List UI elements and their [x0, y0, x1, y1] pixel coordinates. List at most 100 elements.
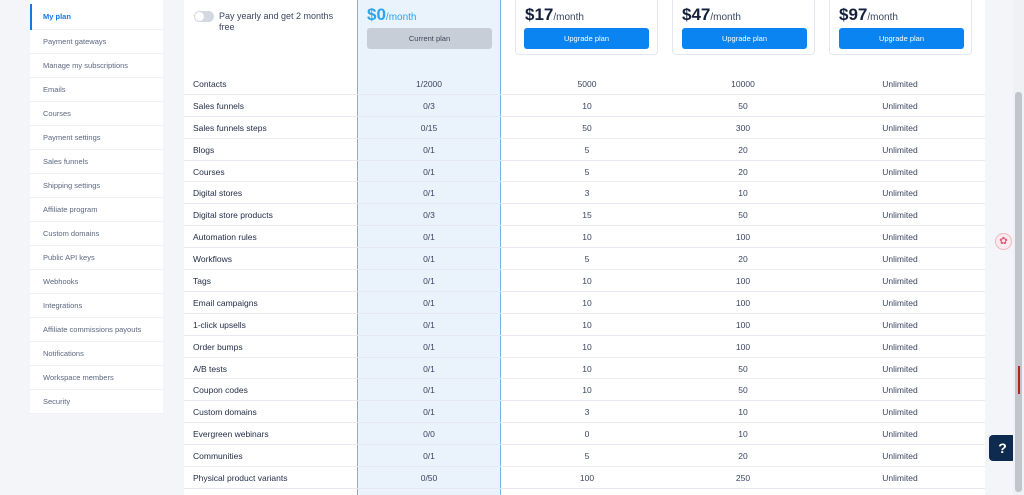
plan-17-value: 5 [584, 144, 590, 155]
upgrade-plan-button[interactable]: Upgrade plan [839, 28, 964, 49]
free-plan-value: 0/1 [423, 297, 435, 308]
plan-47-value: 50 [738, 363, 748, 374]
sidebar-item-sales-funnels[interactable]: Sales funnels [30, 150, 163, 174]
sidebar-item-payment-settings[interactable]: Payment settings [30, 126, 163, 150]
table-row: Tags 0/1 10 100 Unlimited [184, 270, 985, 292]
plan-47-value: 10000 [731, 79, 755, 89]
sidebar-item-notifications[interactable]: Notifications [30, 342, 163, 366]
plan-47-value: 50 [738, 210, 748, 221]
plan-47-value: 10 [738, 429, 748, 440]
free-plan-value: 0/1 [423, 254, 435, 265]
feature-name: Tags [193, 276, 211, 287]
plan-97-value: Unlimited [882, 407, 918, 418]
plan-97-value: Unlimited [882, 451, 918, 462]
plan-97-value: Unlimited [882, 319, 918, 330]
plan-price-period: /month [385, 12, 417, 23]
flower-icon[interactable]: ✿ [995, 233, 1012, 250]
table-row: Email campaigns 0/1 10 100 Unlimited [184, 292, 985, 314]
table-row: A/B tests 0/1 10 50 Unlimited [184, 358, 985, 380]
scrollbar-thumb[interactable] [1015, 92, 1022, 492]
sidebar-item-affiliate-payouts[interactable]: Affiliate commissions payouts [30, 318, 163, 342]
sidebar-item-custom-domains[interactable]: Custom domains [30, 222, 163, 246]
sidebar-item-integrations[interactable]: Integrations [30, 294, 163, 318]
free-plan-value: 0/3 [423, 100, 435, 111]
feature-name: Workflows [193, 254, 233, 265]
plan-47-value: 10 [738, 407, 748, 418]
sidebar-item-courses[interactable]: Courses [30, 102, 163, 126]
free-plan-value: 0/15 [420, 122, 438, 133]
settings-sidebar: My plan Payment gateways Manage my subsc… [30, 0, 163, 414]
current-plan-button[interactable]: Current plan [367, 28, 492, 49]
table-row: Sales funnels 0/3 10 50 Unlimited [184, 95, 985, 117]
yearly-billing-label: Pay yearly and get 2 months free [219, 11, 334, 32]
plan-97-value: Unlimited [882, 100, 918, 111]
feature-name: Physical product variants [193, 473, 288, 484]
sidebar-item-payment-gateways[interactable]: Payment gateways [30, 30, 163, 54]
plan-17-value: 10 [582, 341, 592, 352]
plan-17-value: 50 [582, 122, 592, 133]
sidebar-item-my-plan[interactable]: My plan [30, 0, 163, 30]
plan-97-value: Unlimited [882, 210, 918, 221]
sidebar-item-shipping-settings[interactable]: Shipping settings [30, 174, 163, 198]
free-plan-value: 0/3 [423, 210, 435, 221]
plan-price-amount: $47 [682, 5, 711, 24]
plan-97-value: Unlimited [882, 188, 918, 199]
feature-name: Courses [193, 166, 225, 177]
help-button[interactable]: ? [989, 435, 1016, 461]
free-plan-value: 0/1 [423, 451, 435, 462]
plan-47-value: 100 [735, 319, 751, 330]
plan-97-value: Unlimited [882, 122, 918, 133]
plan-47-value: 50 [738, 385, 748, 396]
sidebar-item-manage-subscriptions[interactable]: Manage my subscriptions [30, 54, 163, 78]
free-plan-value: 0/1 [423, 144, 435, 155]
feature-name: Blogs [193, 144, 215, 155]
table-row: Communities 0/1 5 20 Unlimited [184, 445, 985, 468]
plan-price: $17/month [525, 5, 584, 25]
plan-17-value: 10 [582, 100, 592, 111]
free-plan-value: 0/1 [423, 363, 435, 374]
upgrade-plan-button[interactable]: Upgrade plan [682, 28, 807, 49]
plan-47-value: 100 [735, 276, 751, 287]
free-plan-value: 0/1 [423, 385, 435, 396]
table-row: Coupon codes 0/1 10 50 Unlimited [184, 379, 985, 402]
plan-price-period: /month [710, 12, 741, 23]
feature-name: Order bumps [193, 341, 243, 352]
feature-name: Automation rules [193, 232, 257, 243]
sidebar-item-webhooks[interactable]: Webhooks [30, 270, 163, 294]
plan-17-value: 5 [584, 451, 590, 462]
free-plan-value: 0/1 [423, 319, 435, 330]
plan-17-value: 3 [584, 188, 590, 199]
free-plan-value: 0/1 [423, 166, 435, 177]
sidebar-item-security[interactable]: Security [30, 390, 163, 414]
plan-47-value: 20 [738, 451, 748, 462]
sidebar-item-public-api-keys[interactable]: Public API keys [30, 246, 163, 270]
plan-price-period: /month [867, 12, 898, 23]
plan-97-value: Unlimited [882, 363, 918, 374]
table-row: Blogs 0/1 5 20 Unlimited [184, 139, 985, 161]
feature-name: Digital stores [193, 188, 243, 199]
plan-97-value: Unlimited [882, 473, 918, 484]
plan-17-value: 10 [582, 385, 592, 396]
upgrade-plan-button[interactable]: Upgrade plan [524, 28, 649, 49]
feature-name: Custom domains [193, 407, 257, 418]
sidebar-item-emails[interactable]: Emails [30, 78, 163, 102]
table-row: Physical product variants 0/50 100 250 Unlim… [184, 467, 985, 489]
table-row: Digital stores 0/1 3 10 Unlimited [184, 182, 985, 205]
plan-comparison: Pay yearly and get 2 months free $0/mont… [184, 0, 985, 495]
plan-47-value: 20 [738, 254, 748, 265]
sidebar-item-affiliate-program[interactable]: Affiliate program [30, 198, 163, 222]
table-row: Workflows 0/1 5 20 Unlimited [184, 248, 985, 271]
plan-97-value: Unlimited [882, 232, 918, 243]
yearly-billing-toggle[interactable] [194, 11, 214, 22]
plan-97-value: Unlimited [882, 297, 918, 308]
plan-price-amount: $97 [839, 5, 868, 24]
sidebar-item-workspace-members[interactable]: Workspace members [30, 366, 163, 390]
scrollbar-marker [1018, 366, 1020, 394]
plan-card-47: $47/month Upgrade plan [672, 0, 815, 55]
table-row: Custom domains 0/1 3 10 Unlimited [184, 401, 985, 424]
feature-name: Sales funnels steps [193, 122, 267, 133]
plan-97-value: Unlimited [882, 79, 918, 89]
free-plan-value: 0/1 [423, 341, 435, 352]
plan-47-value: 100 [735, 232, 751, 243]
plan-17-value: 15 [582, 210, 592, 221]
